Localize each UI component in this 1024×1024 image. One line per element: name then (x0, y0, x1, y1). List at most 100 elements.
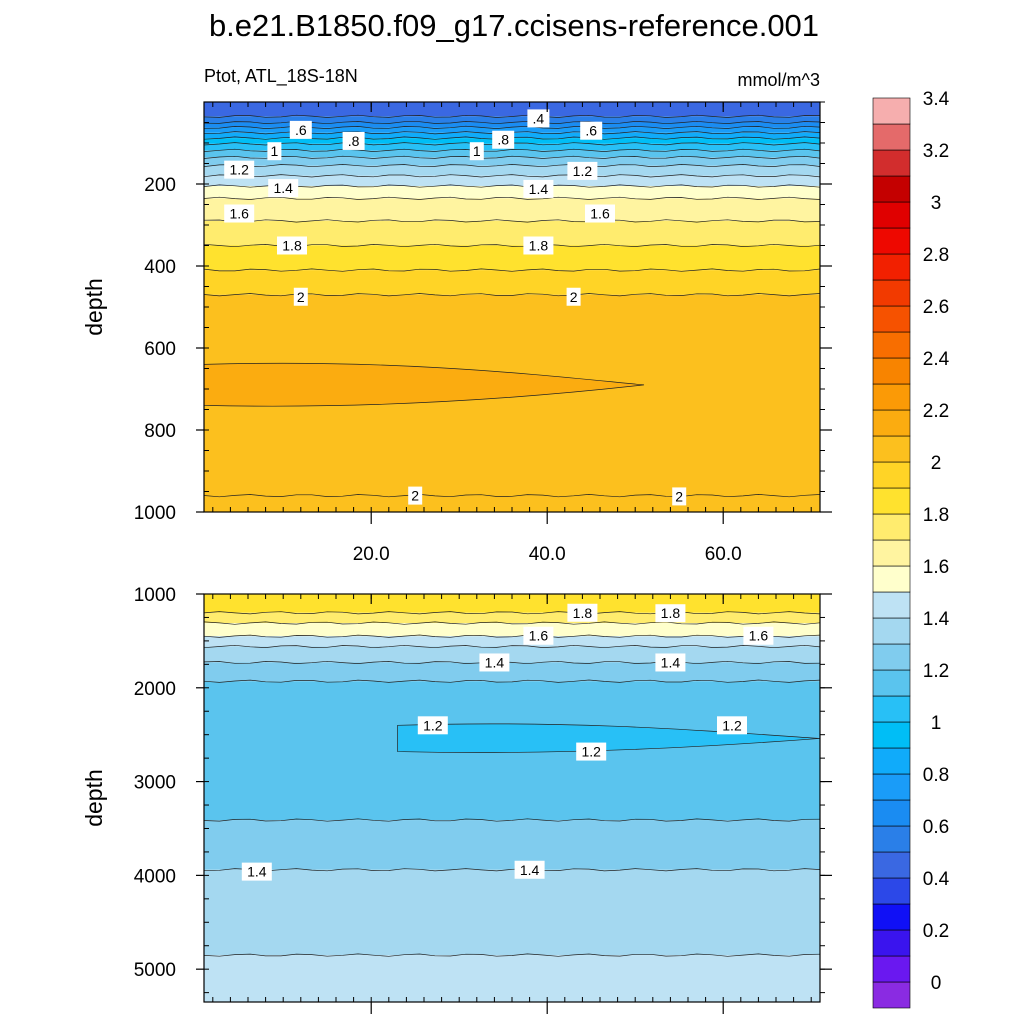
contour-label-box (523, 236, 554, 255)
contour-label-box (655, 604, 686, 623)
contour-line (203, 621, 821, 625)
colorbar-tick-label: 0.8 (923, 765, 949, 786)
colorbar-swatch (872, 955, 911, 983)
colorbar-swatch (872, 851, 911, 879)
colorbar-swatch (872, 617, 911, 645)
contour-band (204, 175, 820, 187)
chart-title: b.e21.B1850.f09_g17.ccisens-reference.00… (209, 8, 819, 43)
y-tick-label: 800 (144, 421, 176, 442)
contour-label-box (417, 716, 448, 735)
contour-label: 1.8 (282, 238, 302, 254)
contour-band (204, 869, 820, 956)
colorbar-swatch (872, 981, 911, 1009)
y-tick-label: 2000 (134, 679, 176, 700)
colorbar-tick-label: 3 (931, 193, 942, 214)
colorbar-swatch (872, 331, 911, 359)
contour-label: 1.2 (423, 717, 443, 733)
contour-label-box (576, 742, 607, 761)
colorbar-tick-label: 2 (931, 453, 942, 474)
contour-band (204, 662, 820, 682)
contour-label: 1.2 (581, 744, 601, 760)
y-tick-label: 400 (144, 257, 176, 278)
x-tick-label: 40.0 (529, 544, 566, 565)
colorbar-tick-label: 1.2 (923, 661, 949, 682)
contour-label-box (492, 130, 515, 149)
contour-line (203, 174, 821, 178)
contour-label: 1.8 (529, 238, 549, 254)
y-axis-label: depth (81, 278, 107, 336)
colorbar-tick-label: 0.6 (923, 817, 949, 838)
contour-label: 2 (411, 488, 419, 504)
contour-label: 1.4 (247, 864, 267, 880)
contour-label: 1 (473, 143, 481, 159)
colorbar-swatch (872, 539, 911, 567)
contour-label: 1.2 (573, 163, 593, 179)
contour-band (204, 165, 820, 176)
contour-label-box (342, 131, 365, 150)
colorbar-swatch (872, 149, 911, 177)
contour-line (203, 148, 821, 152)
contour-line (203, 184, 821, 188)
contour-band (204, 157, 820, 166)
colorbar-swatch (872, 357, 911, 385)
subtitle-variable: Ptot, ATL_18S-18N (204, 66, 358, 87)
contour-label: 1.2 (722, 717, 742, 733)
colorbar-swatch (872, 97, 911, 125)
colorbar-swatch (872, 747, 911, 775)
contour-label-box (566, 287, 581, 306)
colorbar-swatch (872, 123, 911, 151)
colorbar-swatch (872, 903, 911, 931)
colorbar-swatch (872, 929, 911, 957)
colorbar-swatch (872, 409, 911, 437)
contour-label-box (224, 204, 255, 223)
contour-label-box (469, 142, 484, 161)
contour-line (203, 660, 821, 665)
contour-label-box (580, 121, 603, 140)
contour-label: 1.4 (529, 181, 549, 197)
contour-line (203, 868, 821, 872)
y-tick-label: 1000 (134, 585, 176, 606)
y-tick-label: 600 (144, 339, 176, 360)
colorbar-swatch (872, 825, 911, 853)
colorbar-swatch (872, 253, 911, 281)
colorbar-swatch (872, 461, 911, 489)
contour-line (203, 196, 821, 200)
colorbar-tick-label: 1.4 (923, 609, 950, 630)
colorbar-tick-label: 1.8 (923, 505, 949, 526)
contour-band (204, 198, 820, 221)
contour-label: .8 (497, 132, 509, 148)
subtitle-units: mmol/m^3 (738, 70, 820, 90)
contour-line (203, 155, 821, 159)
contour-label: 2 (570, 289, 578, 305)
contour-label-box (717, 716, 747, 735)
colorbar-tick-label: 2.8 (923, 245, 949, 266)
contour-label: 1.6 (529, 628, 549, 644)
colorbar-swatch (872, 305, 911, 333)
y-tick-label: 4000 (134, 866, 176, 887)
y-tick-label: 5000 (134, 960, 176, 981)
contour-label: 1.8 (661, 605, 681, 621)
contour-line (203, 219, 821, 223)
contour-label-box (585, 204, 615, 223)
contour-label-box (672, 487, 687, 506)
contour-label: 2 (675, 488, 683, 504)
contour-patch (203, 362, 645, 407)
contour-band (204, 102, 820, 117)
colorbar-swatch (872, 435, 911, 463)
contour-band (204, 646, 820, 663)
colorbar-tick-label: 2.6 (923, 297, 949, 318)
contour-label: .8 (348, 133, 360, 149)
contour-label: 1 (271, 143, 279, 159)
contour-label: 1.4 (273, 180, 293, 196)
colorbar-swatch (872, 695, 911, 723)
contour-label: 1.4 (485, 654, 505, 670)
contour-label: 1.8 (573, 605, 593, 621)
contour-label: 1.4 (520, 862, 540, 878)
contour-line (203, 679, 821, 683)
colorbar-swatch (872, 201, 911, 229)
contour-line (203, 114, 821, 118)
colorbar-swatch (872, 669, 911, 697)
contour-line (203, 818, 821, 822)
colorbar-tick-label: 3.4 (923, 89, 950, 110)
